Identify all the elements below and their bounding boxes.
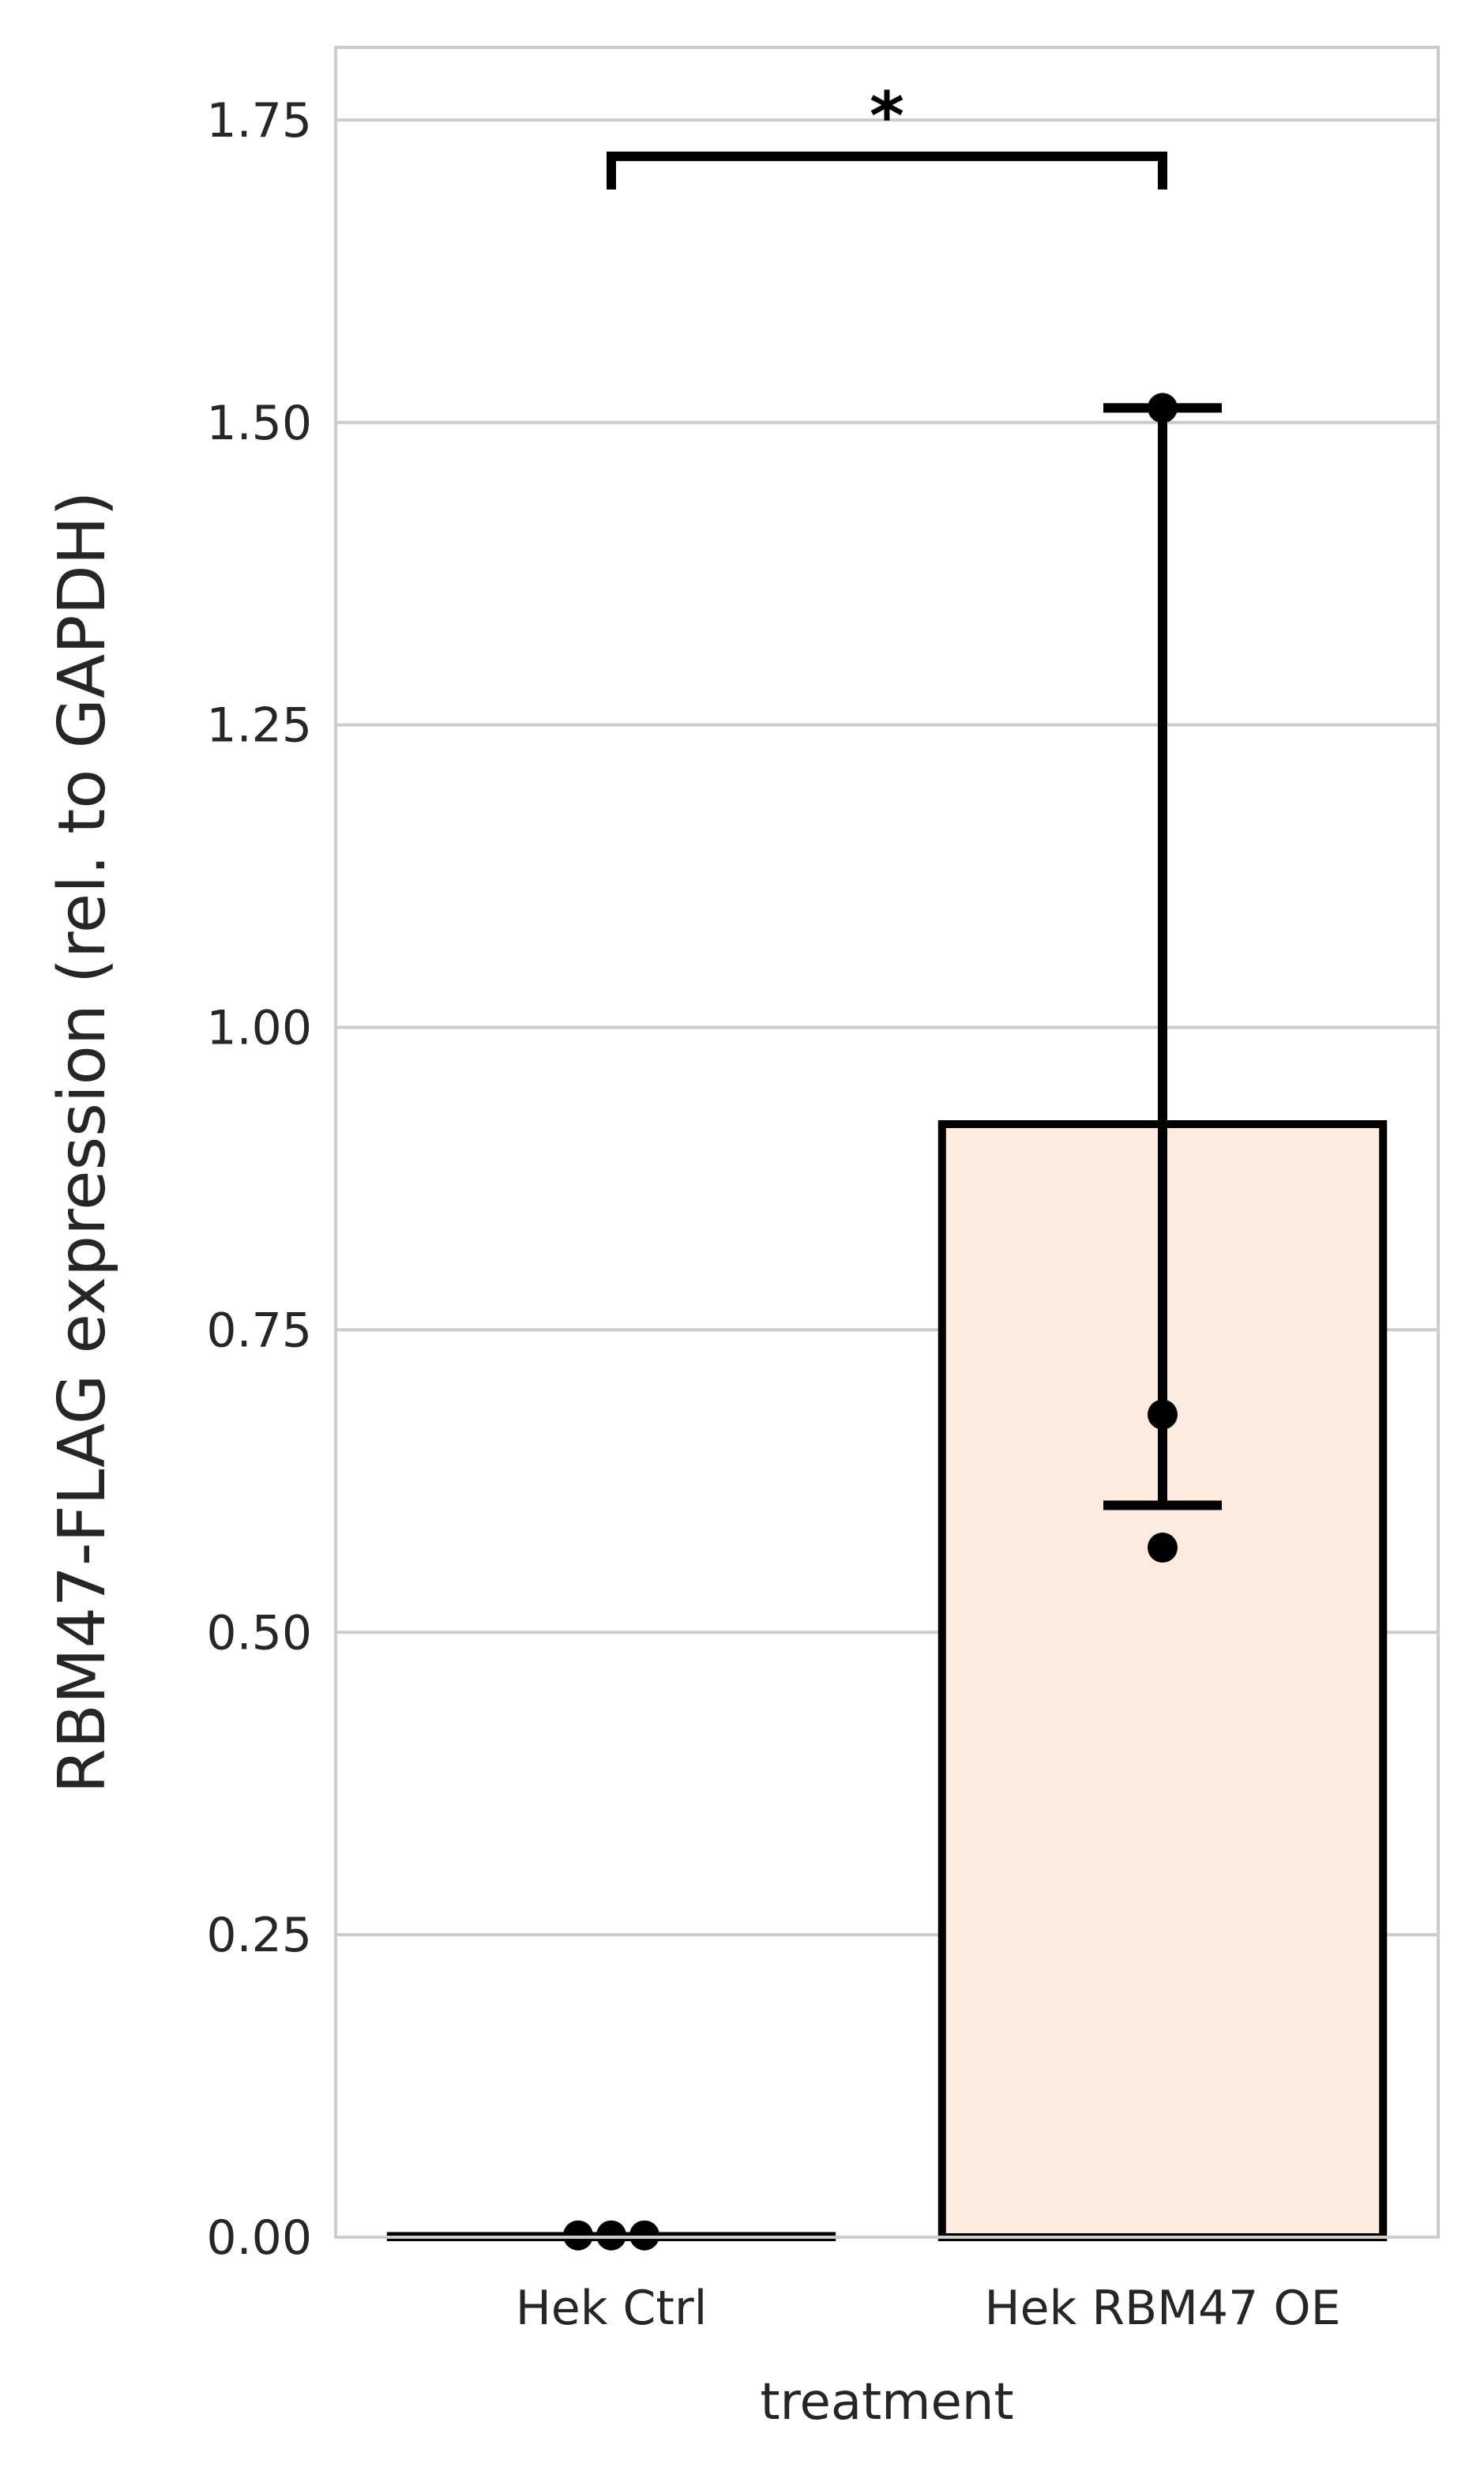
bars xyxy=(386,1120,1388,2241)
data-point xyxy=(629,2220,659,2251)
data-point xyxy=(563,2220,593,2251)
y-axis-label: RBM47-FLAG expression (rel. to GAPDH) xyxy=(45,491,120,1794)
data-point xyxy=(1148,1399,1178,1430)
grid-lines xyxy=(336,118,1438,2239)
y-tick-label: 0.00 xyxy=(206,2210,312,2266)
y-tick-label: 1.00 xyxy=(206,1001,312,1056)
data-point xyxy=(1148,1533,1178,1563)
x-tick-label: Hek Ctrl xyxy=(516,2281,708,2336)
y-tick-labels: 0.00 0.25 0.50 0.75 1.00 1.25 1.50 1.75 xyxy=(206,93,312,2266)
significance-bracket-line xyxy=(607,151,1167,190)
data-point xyxy=(596,2220,626,2251)
data-points xyxy=(563,393,1178,2251)
significance-bracket: * xyxy=(607,77,1167,190)
data-point xyxy=(1148,393,1178,423)
y-tick-label: 0.25 xyxy=(206,1908,312,1963)
y-tick-label: 0.75 xyxy=(206,1303,312,1358)
significance-star: * xyxy=(870,77,904,155)
y-tick-label: 1.25 xyxy=(206,698,312,754)
y-tick-label: 1.75 xyxy=(206,93,312,149)
x-axis-label: treatment xyxy=(760,2373,1013,2432)
x-tick-labels: Hek Ctrl Hek RBM47 OE xyxy=(516,2281,1341,2336)
x-tick-label: Hek RBM47 OE xyxy=(984,2281,1340,2336)
y-tick-label: 0.50 xyxy=(206,1605,312,1661)
plot-frame xyxy=(334,46,1440,2239)
y-tick-label: 1.50 xyxy=(206,396,312,451)
